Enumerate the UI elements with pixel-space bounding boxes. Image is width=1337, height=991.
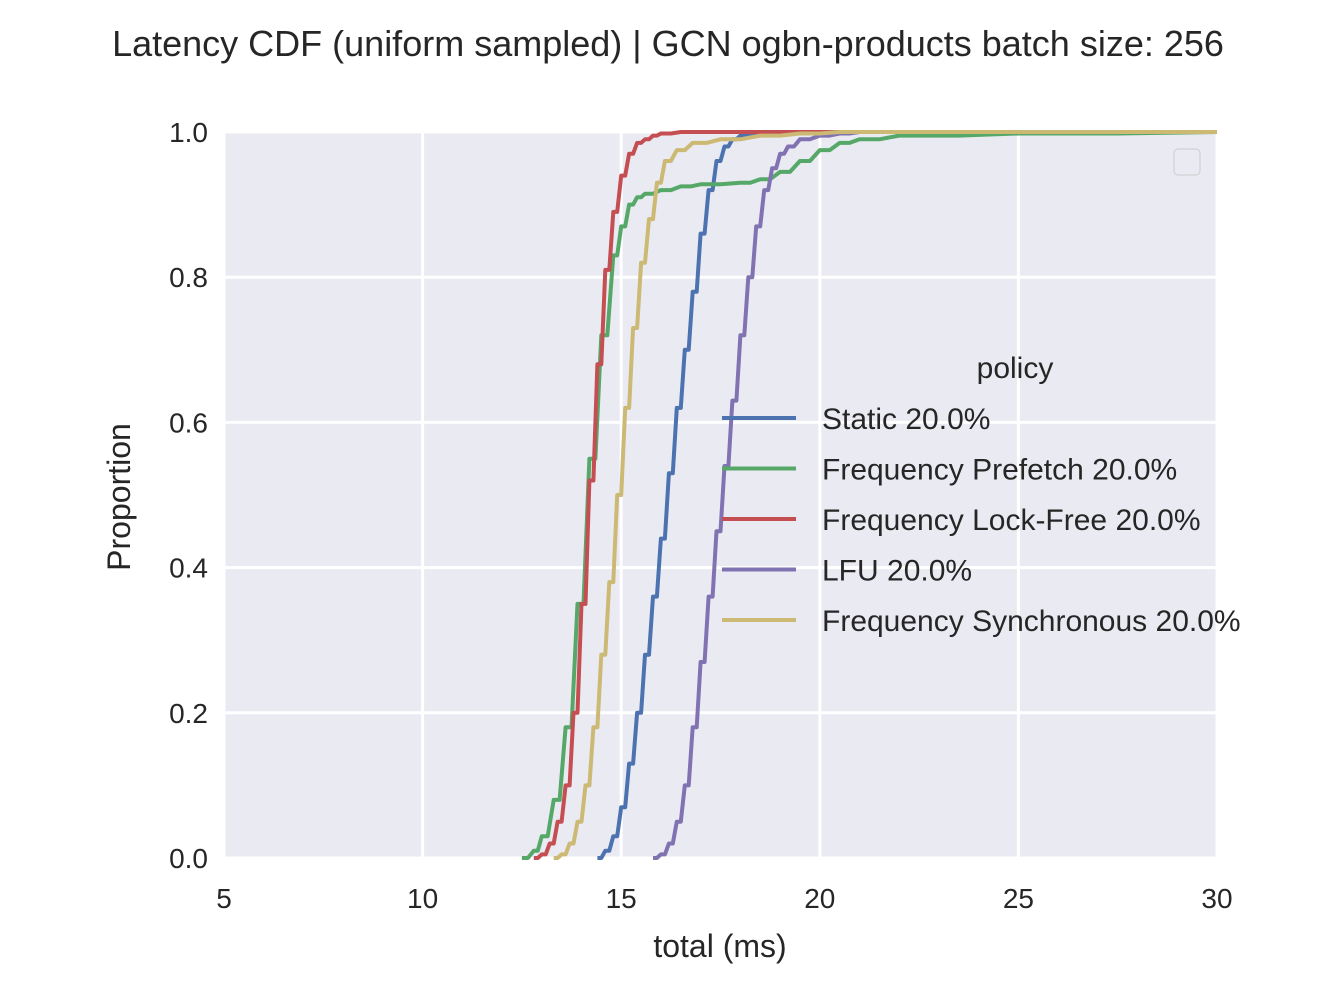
x-tick-label: 25 xyxy=(1003,883,1034,914)
x-tick-label: 20 xyxy=(804,883,835,914)
plot-area xyxy=(224,132,1217,858)
legend-label-2: Frequency Lock-Free 20.0% xyxy=(822,504,1201,537)
legend-label-4: Frequency Synchronous 20.0% xyxy=(822,605,1241,638)
series-line-2 xyxy=(533,130,1217,860)
series-line-3 xyxy=(653,130,1217,860)
legend-label-1: Frequency Prefetch 20.0% xyxy=(822,454,1177,487)
y-axis-ticks: 0.0 0.2 0.4 0.6 0.8 1.0 xyxy=(169,117,208,874)
y-tick-label: 1.0 xyxy=(169,117,208,148)
series-layer xyxy=(521,130,1218,860)
x-axis-ticks: 5 10 15 20 25 30 xyxy=(216,883,1232,914)
y-axis-title: Proportion xyxy=(101,423,137,571)
series-line-4 xyxy=(553,130,1217,860)
x-tick-label: 15 xyxy=(606,883,637,914)
y-tick-label: 0.2 xyxy=(169,698,208,729)
legend-label-0: Static 20.0% xyxy=(822,403,990,436)
y-tick-label: 0.6 xyxy=(169,407,208,438)
legend-label-3: LFU 20.0% xyxy=(822,555,972,588)
x-axis-title: total (ms) xyxy=(653,928,786,964)
chart-title: Latency CDF (uniform sampled) | GCN ogbn… xyxy=(112,23,1224,64)
y-tick-label: 0.4 xyxy=(169,553,208,584)
legend-title: policy xyxy=(977,352,1054,385)
series-line-0 xyxy=(597,130,1217,860)
x-tick-label: 5 xyxy=(216,883,232,914)
legend: policy Static 20.0% Frequency Prefetch 20… xyxy=(722,352,1241,638)
y-tick-label: 0.0 xyxy=(169,843,208,874)
x-tick-label: 10 xyxy=(407,883,438,914)
y-tick-label: 0.8 xyxy=(169,262,208,293)
grid-lines xyxy=(222,130,1219,860)
empty-legend-box xyxy=(1173,148,1201,176)
series-line-1 xyxy=(521,130,1218,860)
x-tick-label: 30 xyxy=(1201,883,1232,914)
